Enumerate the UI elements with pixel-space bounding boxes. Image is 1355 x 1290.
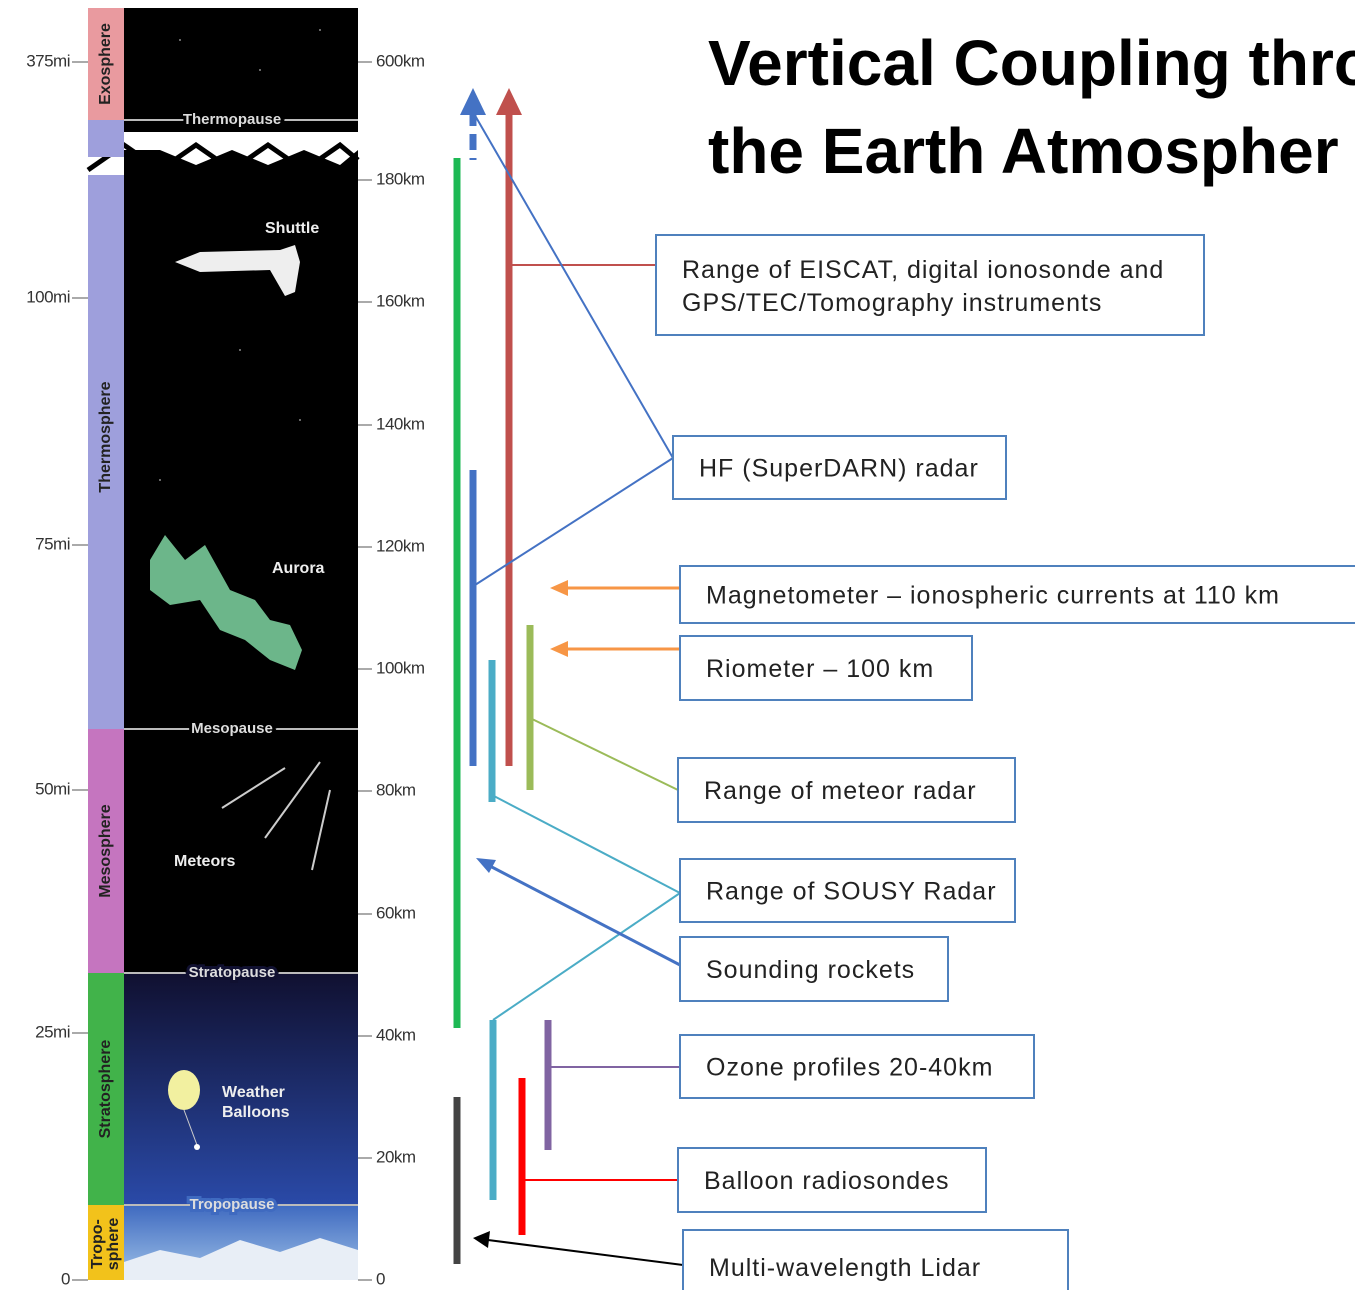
- thermosphere-band: [88, 132, 124, 157]
- stars: [159, 29, 321, 481]
- range-bars: [453, 88, 552, 1264]
- instrument-box: [679, 1034, 1035, 1099]
- aurora-icon: [150, 535, 302, 670]
- thermosphere-band: [88, 120, 124, 729]
- km-label: 120km: [376, 536, 425, 555]
- mile-label: 75mi: [35, 534, 70, 553]
- mile-label: 0: [61, 1269, 70, 1288]
- instrument-label: Range of SOUSY Radar: [706, 878, 997, 906]
- object-label: Meteors: [174, 853, 235, 870]
- boundary-label: Stratopause: [189, 964, 276, 981]
- meteor-icons: [221, 761, 331, 871]
- instrument-box: [679, 936, 949, 1002]
- layer-label: sphere: [105, 1218, 122, 1271]
- troposphere-band: [88, 1205, 124, 1280]
- mile-label: 375mi: [26, 51, 70, 70]
- km-label: 180km: [376, 169, 425, 188]
- instrument-label: Sounding rockets: [706, 956, 915, 984]
- mountains: [124, 1238, 358, 1280]
- instrument-label: GPS/TEC/Tomography instruments: [682, 289, 1102, 317]
- instrument-label: HF (SuperDARN) radar: [699, 455, 979, 483]
- mile-label: 50mi: [35, 779, 70, 798]
- instrument-label: Multi-wavelength Lidar: [709, 1254, 981, 1282]
- km-label: 160km: [376, 291, 425, 310]
- object-label: Balloons: [222, 1104, 290, 1121]
- instrument-box: [672, 435, 1007, 500]
- instrument-label: Ozone profiles 20-40km: [706, 1054, 993, 1082]
- layer-label: Thermosphere: [97, 381, 114, 492]
- mile-label: 100mi: [26, 287, 70, 306]
- instrument-box: [677, 1147, 987, 1213]
- layer-label: Exosphere: [97, 23, 114, 105]
- km-label: 100km: [376, 658, 425, 677]
- layer-label: Stratosphere: [97, 1040, 114, 1139]
- stratosphere-band: [88, 973, 124, 1205]
- stratosphere-bg: [124, 973, 358, 1205]
- instrument-box: [682, 1229, 1069, 1290]
- instrument-box: [679, 635, 973, 701]
- km-label: 80km: [376, 780, 416, 799]
- shuttle-icon: [175, 245, 300, 296]
- mile-label: 25mi: [35, 1022, 70, 1041]
- km-label: 140km: [376, 414, 425, 433]
- instrument-label: Range of meteor radar: [704, 777, 977, 805]
- boundary-label: Tropopause: [189, 1196, 274, 1213]
- instrument-label: Riometer – 100 km: [706, 655, 934, 683]
- instrument-box: [677, 757, 1016, 823]
- instrument-box: [679, 858, 1016, 923]
- connectors: [472, 111, 684, 1266]
- title-line: the Earth Atmospher: [708, 115, 1339, 187]
- instrument-label: Magnetometer – ionospheric currents at 1…: [706, 582, 1280, 610]
- km-label: 0: [376, 1269, 385, 1288]
- mesosphere-band: [88, 729, 124, 973]
- balloon-icon: [168, 1070, 200, 1110]
- km-label: 40km: [376, 1025, 416, 1044]
- balloon-string: [183, 1109, 198, 1146]
- instrument-label: Balloon radiosondes: [704, 1167, 950, 1195]
- km-label: 600km: [376, 51, 425, 70]
- object-label: Shuttle: [265, 220, 319, 237]
- instrument-box: [655, 234, 1205, 336]
- boundary-label: Thermopause: [183, 111, 281, 128]
- layer-label: Tropo-: [89, 1219, 106, 1269]
- instrument-box: [679, 565, 1355, 624]
- layer-label: Mesosphere: [97, 804, 114, 897]
- exosphere-band: [88, 8, 124, 120]
- object-label: Aurora: [272, 560, 325, 577]
- object-label: Weather: [222, 1084, 285, 1101]
- balloon-payload: [194, 1144, 200, 1150]
- sky: [124, 150, 358, 175]
- instrument-label: Range of EISCAT, digital ionosonde and: [682, 256, 1164, 284]
- boundary-label: Mesopause: [191, 720, 273, 737]
- title-line: Vertical Coupling thro: [708, 27, 1355, 99]
- km-label: 60km: [376, 903, 416, 922]
- km-label: 20km: [376, 1147, 416, 1166]
